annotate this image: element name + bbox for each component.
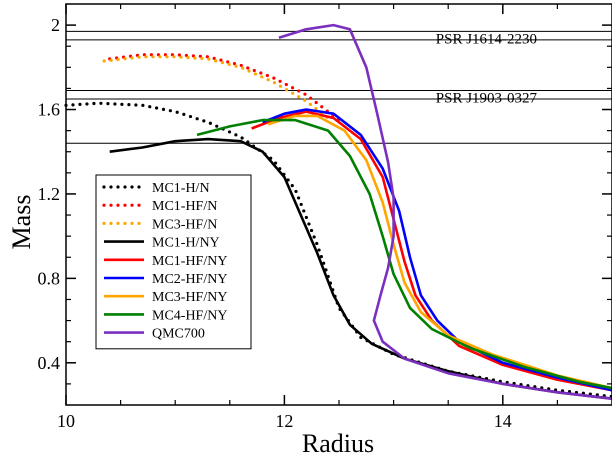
y-tick-label: 1.6 — [38, 100, 61, 120]
legend-label-mc1-h-ny: MC1-H/NY — [152, 236, 220, 251]
x-tick-label: 14 — [494, 411, 512, 431]
legend-label-mc3-hf-n: MC3-HF/N — [152, 217, 217, 232]
legend-label-qmc700: QMC700 — [152, 327, 205, 342]
y-tick-label: 2 — [51, 15, 60, 35]
y-tick-label: 0.4 — [38, 353, 61, 373]
axes: 10 12 14 0.4 0.8 1.2 1.6 2 — [38, 3, 612, 431]
legend-box — [95, 174, 252, 350]
series-line-mc4-hf-ny — [196, 118, 612, 390]
series-line-mc1-h-n — [64, 101, 612, 399]
x-axis-label: Radius — [302, 429, 374, 458]
legend-label-mc1-hf-n: MC1-HF/N — [152, 199, 217, 214]
reference-lines: PSR J1614-2230 PSR J1903-0327 — [66, 30, 612, 144]
legend-label-mc1-h-n: MC1-H/N — [152, 181, 210, 196]
y-tick-label: 1.2 — [38, 184, 61, 204]
legend-label-mc2-hf-ny: MC2-HF/NY — [152, 272, 227, 287]
legend-label-mc1-hf-ny: MC1-HF/NY — [152, 254, 227, 269]
series-layer — [64, 23, 612, 400]
series-line-mc2-hf-ny — [262, 108, 612, 392]
reference-label: PSR J1903-0327 — [436, 91, 538, 107]
x-tick-label: 10 — [57, 411, 75, 431]
x-tick-label: 12 — [275, 411, 293, 431]
legend-label-mc4-hf-ny: MC4-HF/NY — [152, 308, 227, 323]
y-tick-label: 0.8 — [38, 268, 61, 288]
series-line-mc1-hf-ny — [251, 110, 612, 392]
legend: MC1-H/N MC1-HF/N MC3-HF/N MC1-H/NY MC1-HF/NY… — [95, 174, 252, 350]
legend-label-mc3-hf-ny: MC3-HF/NY — [152, 290, 227, 305]
y-axis-label: Mass — [7, 195, 36, 250]
reference-label: PSR J1614-2230 — [436, 31, 537, 47]
series-line-mc1-h-ny — [109, 137, 612, 400]
series-line-qmc700 — [278, 23, 612, 400]
